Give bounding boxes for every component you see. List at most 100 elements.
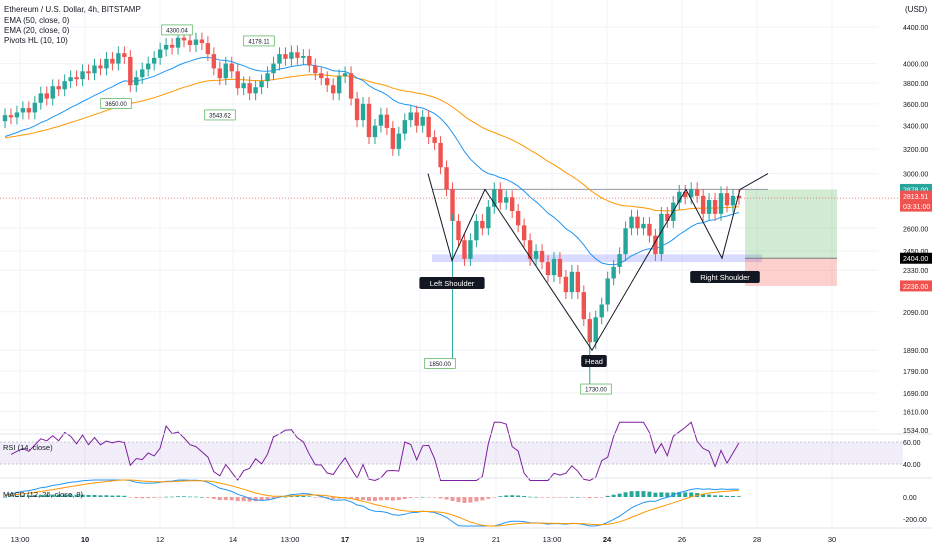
macd-histogram-bar	[283, 496, 288, 498]
stop-zone	[745, 258, 837, 286]
candle-body	[474, 220, 479, 241]
candle-body	[319, 73, 324, 79]
macd-label: MACD (12, 26, close, 9)	[3, 490, 84, 499]
candle-body	[569, 271, 575, 293]
candle-body	[694, 189, 700, 196]
candle-body	[187, 40, 193, 45]
macd-histogram-bar	[551, 497, 556, 498]
candle-body	[593, 317, 598, 343]
macd-histogram-bar	[396, 497, 401, 501]
macd-histogram-bar	[468, 497, 473, 503]
macd-histogram-bar	[510, 495, 515, 497]
candle-body	[247, 83, 252, 94]
pivot-box	[161, 24, 193, 36]
macd-histogram-bar	[355, 497, 360, 501]
macd-histogram-bar	[140, 497, 145, 499]
macd-histogram-bar	[402, 497, 407, 500]
macd-histogram-bar	[736, 496, 741, 497]
candle-body	[80, 71, 85, 80]
time-tick: 21	[492, 535, 500, 544]
macd-histogram-bar	[271, 497, 276, 499]
candle-body	[378, 114, 384, 126]
candle-body	[486, 206, 491, 229]
time-tick: 30	[828, 535, 836, 544]
candle-body	[348, 73, 354, 99]
macd-histogram-bar	[80, 494, 85, 497]
rsi-line	[10, 421, 740, 482]
candle-body	[581, 292, 586, 320]
candle-body	[271, 63, 276, 74]
macd-histogram-bar	[20, 495, 25, 497]
macd-histogram-bar	[361, 497, 366, 500]
candle-body	[354, 98, 360, 121]
macd-histogram-bar	[289, 496, 294, 497]
pattern-drawings: Left Shoulder Head Right Shoulder	[419, 173, 769, 367]
macd-histogram-bar	[516, 495, 521, 497]
macd-histogram-bar	[8, 496, 13, 497]
currency-label: (USD)	[905, 5, 928, 14]
macd-histogram-bar	[677, 492, 682, 497]
target-zone	[745, 189, 837, 259]
candle-body	[504, 197, 509, 203]
macd-histogram-bar	[581, 497, 586, 498]
candle-body	[32, 102, 38, 113]
macd-histogram-bar	[104, 495, 109, 497]
axes: 4400.00 4000.00 3800.00 3600.00 3400.00 3200.…	[0, 25, 932, 544]
macd-histogram-bar	[170, 496, 175, 498]
price-badge-label: 03:31:00	[903, 204, 930, 211]
macd-histogram-bar	[372, 497, 377, 502]
macd-histogram-bar	[408, 497, 413, 498]
macd-histogram-bar	[205, 497, 210, 498]
time-tick: 14	[229, 535, 237, 544]
candle-body	[38, 93, 44, 103]
candle-body	[521, 225, 527, 241]
candle-body	[342, 73, 348, 77]
candle-body	[563, 276, 569, 293]
candle-body	[8, 115, 14, 118]
macd-pane: MACD (12, 26, close, 9) 0.00 -200.00	[3, 479, 927, 527]
candle-body	[533, 250, 539, 259]
macd-histogram-bar	[134, 497, 139, 499]
candle-body	[653, 235, 658, 255]
candle-body	[480, 220, 485, 229]
price-tick: 2450.00	[903, 249, 928, 256]
macd-histogram-bar	[116, 495, 121, 497]
candle-body	[74, 77, 79, 80]
time-tick: 12	[156, 535, 164, 544]
price-badge	[900, 200, 932, 212]
candle-body	[629, 216, 634, 229]
candle-body	[599, 304, 604, 318]
time-tick: 19	[416, 535, 424, 544]
rsi-pane: RSI (14, close) 60.00 40.00	[0, 421, 932, 482]
macd-histogram-bar	[62, 494, 67, 497]
pivot-labels: 4300.04 4178.11 3650.00 3543.62 1850.00 1730.…	[100, 24, 612, 395]
macd-histogram-bar	[187, 496, 192, 498]
rsi-tick: 60.00	[903, 440, 921, 447]
candle-body	[325, 78, 330, 86]
macd-histogram-bar	[569, 496, 574, 498]
candle-body	[50, 86, 55, 99]
candle-body	[86, 71, 91, 74]
legend-ema50: EMA (50, close, 0)	[4, 16, 70, 25]
macd-histogram-bar	[450, 497, 455, 501]
candle-body	[575, 271, 581, 293]
macd-histogram-bar	[152, 497, 157, 498]
candle-body	[253, 87, 258, 94]
candle-body	[444, 167, 449, 190]
candle-body	[366, 103, 372, 138]
candle-body	[623, 228, 628, 255]
ema20-line	[4, 56, 740, 266]
candle-body	[295, 52, 300, 58]
candle-body	[307, 55, 312, 66]
candle-body	[98, 65, 103, 69]
macd-histogram-bar	[86, 494, 91, 497]
price-tick: 3600.00	[903, 102, 928, 109]
candle-body	[700, 195, 706, 214]
macd-histogram-bar	[229, 497, 234, 501]
candle-body	[14, 112, 20, 118]
pivot-label: 4300.04	[166, 28, 188, 34]
macd-histogram-bar	[378, 497, 383, 501]
macd-histogram-bar	[14, 495, 19, 497]
